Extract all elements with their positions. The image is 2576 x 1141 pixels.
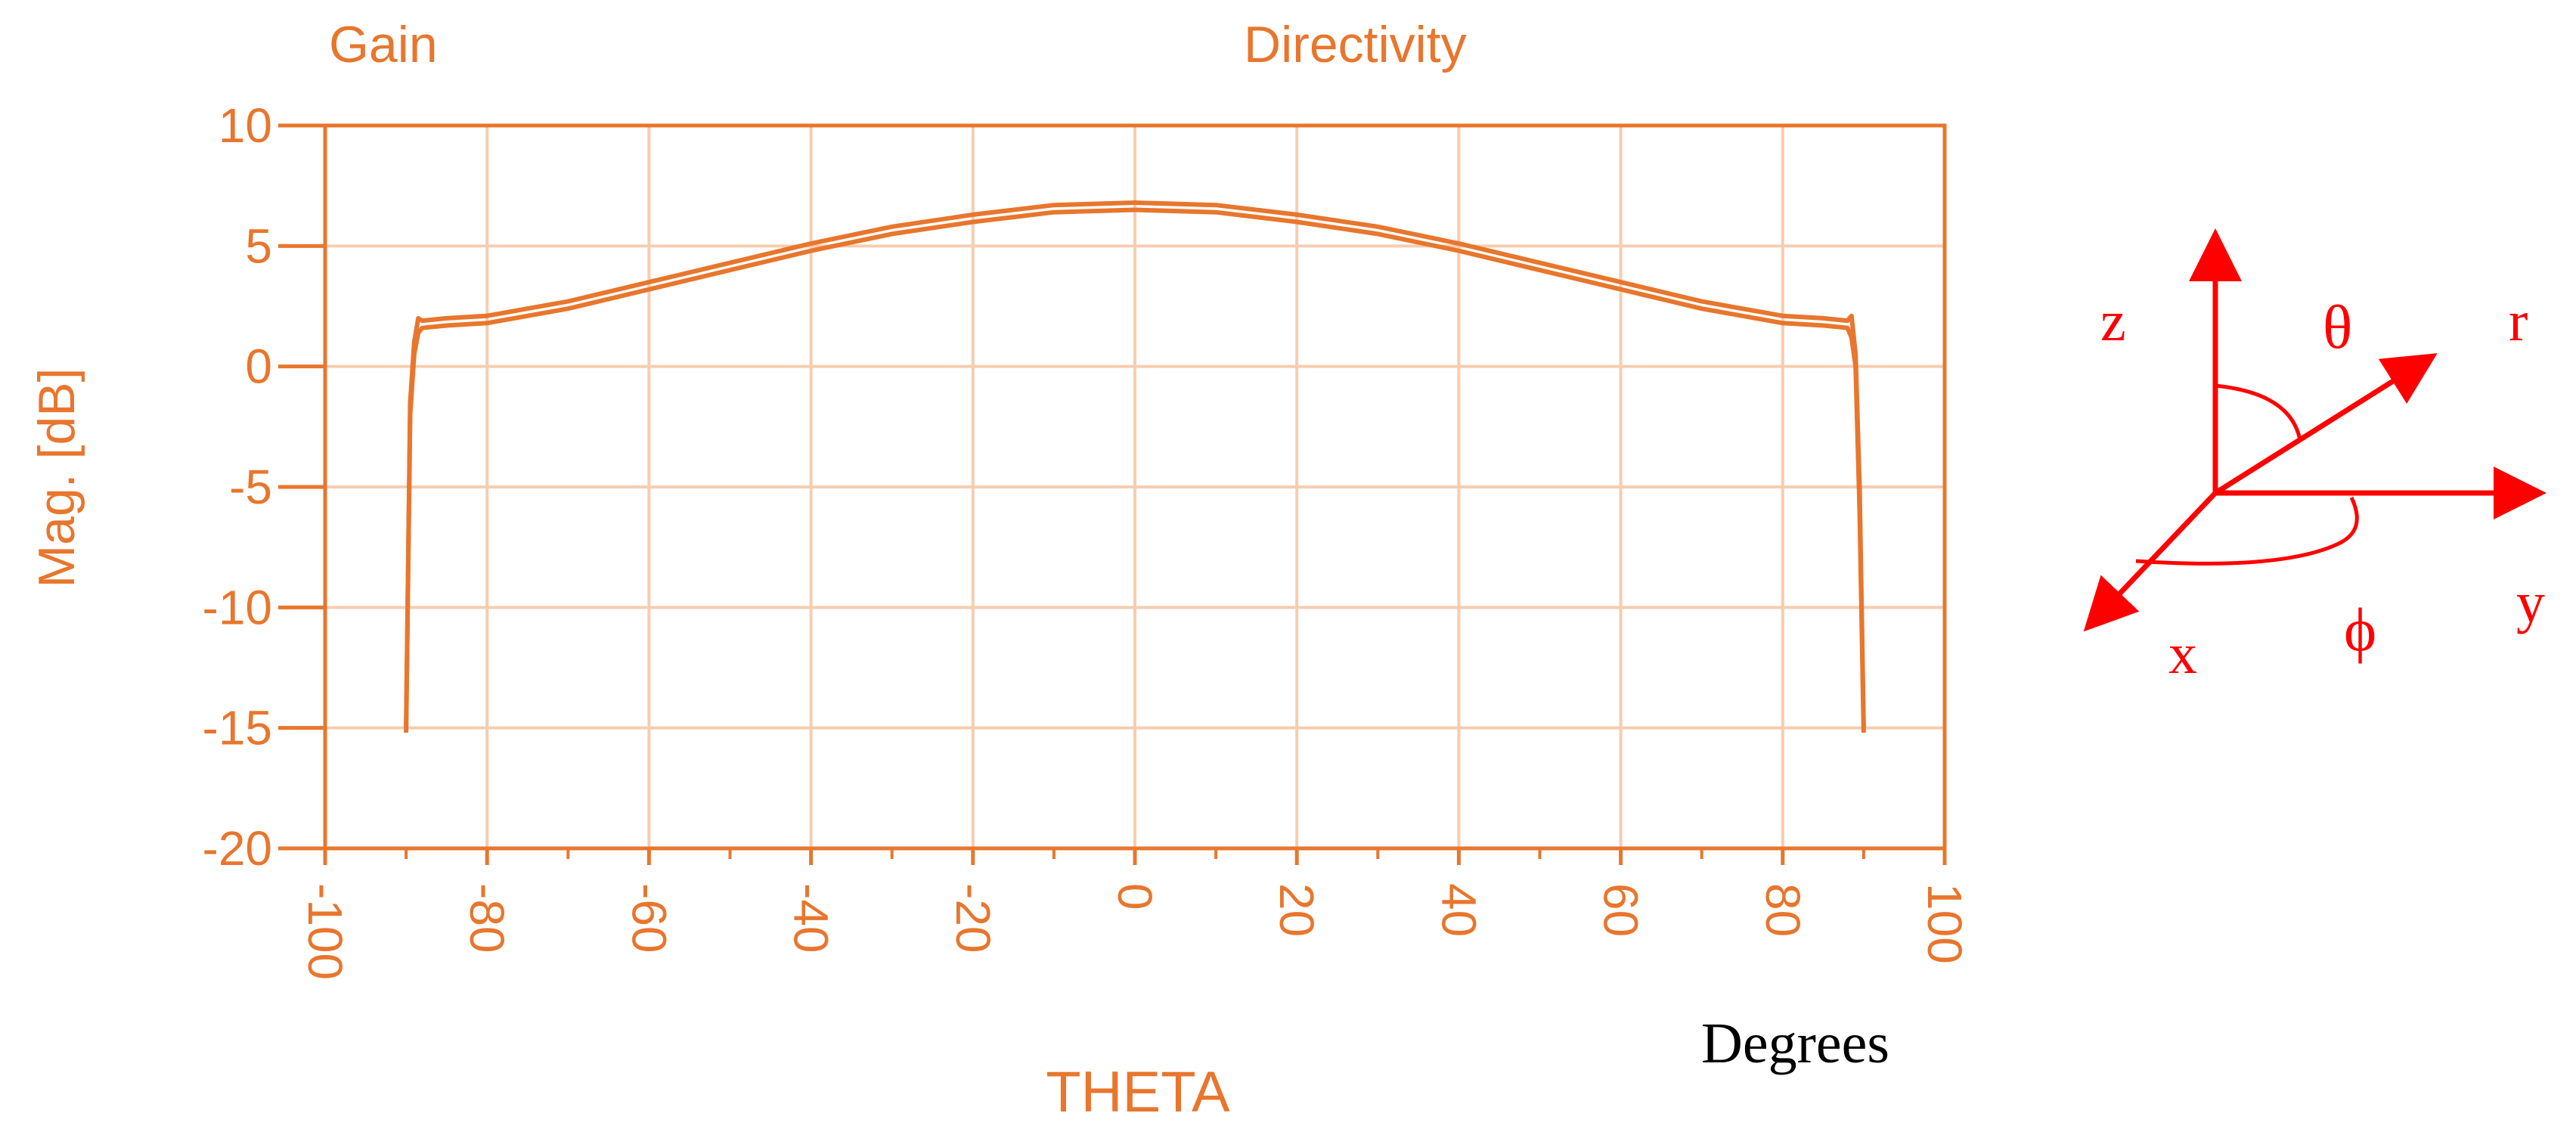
z-axis-label: z [2100, 290, 2126, 353]
x-tick-label: -20 [946, 883, 1000, 953]
x-tick-label: 100 [1917, 883, 1972, 964]
x-tick-label: -40 [784, 883, 839, 953]
x-tick-label: 0 [1108, 883, 1162, 910]
x-tick-label: -80 [460, 883, 514, 953]
series-lines [404, 200, 1866, 733]
theta-arc [2215, 383, 2302, 441]
series-line-directivity [404, 200, 1866, 728]
legend-entry-directivity: Directivity [1244, 16, 1467, 73]
x-tick-label: -60 [622, 883, 676, 953]
grid-lines [325, 126, 1945, 848]
y-tick-label: 5 [245, 219, 272, 273]
series-line-gain [404, 207, 1866, 733]
r-vector-arrow [2214, 353, 2438, 495]
x-tick-label: 60 [1594, 883, 1648, 937]
y-tick-labels: 10 5 0 -5 -10 -15 -20 [203, 98, 273, 876]
plot-axes [278, 123, 1947, 865]
x-axis-label: THETA [1046, 1060, 1230, 1124]
y-tick-label: -15 [203, 701, 273, 755]
x-tick-labels: -100 -80 -60 -40 -20 0 20 40 60 80 100 [298, 883, 1972, 980]
y-tick-label: 0 [245, 340, 272, 394]
y-axis-label: Mag. [dB] [28, 367, 85, 588]
x-axis-letter: x [2168, 622, 2197, 686]
x-tick-label: 20 [1269, 883, 1324, 937]
x-unit-note: Degrees [1701, 1012, 1889, 1075]
legend-entry-gain: Gain [329, 16, 438, 73]
phi-label: ϕ [2344, 595, 2376, 664]
phi-arc [2135, 496, 2359, 566]
y-axis-letter: y [2516, 571, 2545, 634]
r-label: r [2509, 290, 2528, 353]
x-tick-label: 80 [1756, 883, 1810, 937]
y-tick-label: -10 [203, 580, 273, 634]
x-tick-label: 40 [1431, 883, 1486, 937]
y-tick-label: 10 [219, 98, 272, 153]
coordinate-system-diagram: z θ r x ϕ y [2083, 228, 2547, 686]
x-tick-label: -100 [298, 883, 352, 980]
x-axis-arrow [2083, 491, 2218, 632]
plot-frame [323, 123, 1947, 851]
y-tick-label: -5 [229, 460, 272, 514]
y-tick-label: -20 [203, 821, 273, 876]
theta-label: θ [2323, 293, 2352, 361]
